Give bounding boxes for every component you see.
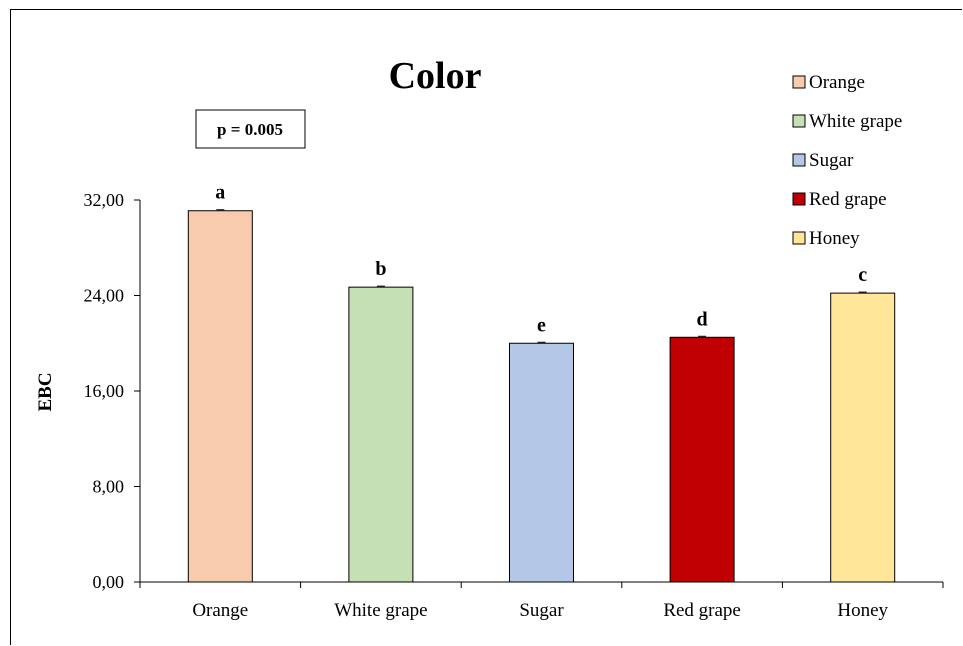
- chart-frame: [10, 9, 962, 645]
- bar: [509, 342, 574, 583]
- x-tick-label: Orange: [192, 600, 248, 621]
- significance-letter: b: [375, 258, 386, 280]
- bar: [669, 336, 735, 583]
- legend-swatch: [792, 75, 806, 89]
- legend-label: Orange: [809, 72, 865, 93]
- legend-swatch: [792, 231, 806, 245]
- y-axis-label: EBC: [35, 372, 56, 411]
- x-tick-label: Honey: [837, 600, 888, 621]
- significance-letter: c: [858, 264, 867, 286]
- legend-label: Sugar: [809, 150, 854, 171]
- x-tick-label: White grape: [334, 600, 427, 621]
- y-tick-label: 32,00: [84, 190, 125, 210]
- legend-swatch: [792, 153, 806, 167]
- legend-label: White grape: [809, 111, 902, 132]
- x-tick-label: Sugar: [519, 600, 564, 621]
- significance-letter: e: [537, 314, 546, 336]
- legend-swatch: [792, 192, 806, 206]
- legend-label: Honey: [809, 228, 860, 249]
- x-tick-label: Red grape: [663, 600, 741, 621]
- chart-title: Color: [389, 55, 482, 97]
- significance-letter: d: [697, 308, 708, 330]
- p-value-label: p = 0.005: [217, 120, 283, 139]
- legend-label: Red grape: [809, 189, 887, 210]
- bar: [830, 292, 896, 583]
- y-tick-label: 0,00: [93, 572, 125, 592]
- bar: [187, 210, 253, 583]
- p-value-box: [195, 109, 306, 149]
- y-tick-label: 8,00: [93, 477, 125, 497]
- y-tick-label: 24,00: [84, 286, 125, 306]
- legend-swatch: [792, 114, 806, 128]
- bar: [348, 286, 414, 583]
- y-tick-label: 16,00: [84, 381, 125, 401]
- significance-letter: a: [215, 182, 225, 204]
